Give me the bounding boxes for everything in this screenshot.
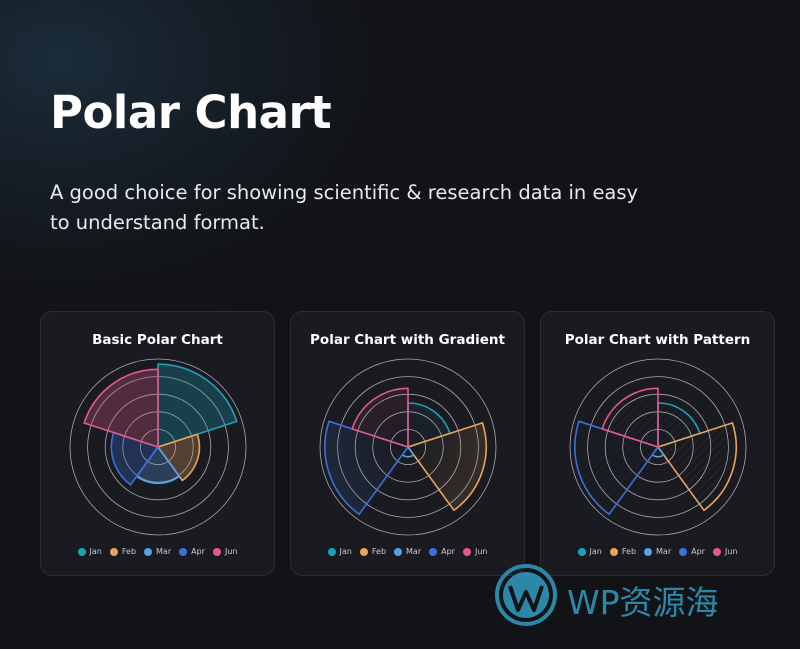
legend-label: Mar xyxy=(156,547,172,556)
legend-item-mar[interactable]: Mar xyxy=(394,547,421,556)
legend-label: Feb xyxy=(371,547,387,556)
chart-card-basic: Basic Polar Chart Jan Feb Mar Apr Jun xyxy=(40,311,275,576)
legend-item-mar[interactable]: Mar xyxy=(144,547,171,556)
polar-sector-mar[interactable] xyxy=(135,445,181,485)
grid-ring xyxy=(319,358,497,536)
chart-card-gradient: Polar Chart with Gradient Jan Feb Mar Apr Ju… xyxy=(290,311,525,576)
page-title: Polar Chart xyxy=(50,86,332,139)
legend-item-jun[interactable]: Jun xyxy=(712,547,738,556)
legend-marker xyxy=(179,547,188,556)
legend-item-mar[interactable]: Mar xyxy=(644,547,671,556)
legend-label: Jan xyxy=(89,547,102,556)
legend-label: Apr xyxy=(191,547,205,556)
legend-marker xyxy=(679,547,688,556)
chart-card-pattern: Polar Chart with Pattern Jan Feb Mar Apr Jun xyxy=(540,311,775,576)
page-subtitle: A good choice for showing scientific & r… xyxy=(50,181,639,234)
polar-chart-gradient xyxy=(319,358,497,536)
legend-label: Mar xyxy=(656,547,672,556)
legend-marker xyxy=(144,547,153,556)
chart-title: Basic Polar Chart xyxy=(92,332,223,348)
legend-marker xyxy=(577,547,586,556)
grid-ring xyxy=(69,358,247,536)
legend-item-jun[interactable]: Jun xyxy=(212,547,238,556)
polar-chart-basic xyxy=(69,358,247,536)
legend-item-jan[interactable]: Jan xyxy=(77,547,102,556)
legend-marker xyxy=(644,547,653,556)
chart-title: Polar Chart with Gradient xyxy=(310,332,505,348)
polar-chart-pattern xyxy=(569,358,747,536)
legend-marker xyxy=(327,547,336,556)
chart-legend: Jan Feb Mar Apr Jun xyxy=(41,547,274,556)
legend-item-jan[interactable]: Jan xyxy=(577,547,602,556)
legend-label: Jun xyxy=(724,547,738,556)
legend-marker xyxy=(109,547,118,556)
legend-marker xyxy=(394,547,403,556)
legend-marker xyxy=(359,547,368,556)
legend-label: Jan xyxy=(339,547,352,556)
legend-item-apr[interactable]: Apr xyxy=(429,547,455,556)
legend-marker xyxy=(712,547,721,556)
legend-label: Jun xyxy=(474,547,488,556)
legend-item-apr[interactable]: Apr xyxy=(679,547,705,556)
watermark-text: WP资源海 xyxy=(567,583,719,622)
polar-sector-jun[interactable] xyxy=(351,387,409,449)
chart-legend: Jan Feb Mar Apr Jun xyxy=(291,547,524,556)
chart-legend: Jan Feb Mar Apr Jun xyxy=(541,547,774,556)
polar-sector-feb[interactable] xyxy=(406,421,487,512)
legend-marker xyxy=(77,547,86,556)
polar-sector-feb[interactable] xyxy=(656,421,737,512)
legend-label: Jan xyxy=(589,547,602,556)
wordpress-logo-icon xyxy=(495,564,557,626)
legend-label: Jun xyxy=(224,547,238,556)
polar-sector-jan[interactable] xyxy=(157,363,238,449)
legend-item-feb[interactable]: Feb xyxy=(609,547,637,556)
legend-label: Mar xyxy=(406,547,422,556)
polar-sector-apr[interactable] xyxy=(324,420,410,516)
legend-item-feb[interactable]: Feb xyxy=(359,547,387,556)
legend-label: Feb xyxy=(121,547,137,556)
grid-ring xyxy=(569,358,747,536)
legend-item-jan[interactable]: Jan xyxy=(327,547,352,556)
legend-item-jun[interactable]: Jun xyxy=(462,547,488,556)
legend-item-feb[interactable]: Feb xyxy=(109,547,137,556)
legend-label: Feb xyxy=(621,547,637,556)
legend-label: Apr xyxy=(691,547,705,556)
polar-sector-apr[interactable] xyxy=(574,420,660,516)
legend-marker xyxy=(429,547,438,556)
legend-item-apr[interactable]: Apr xyxy=(179,547,205,556)
legend-label: Apr xyxy=(441,547,455,556)
polar-sector-apr[interactable] xyxy=(110,431,160,486)
chart-title: Polar Chart with Pattern xyxy=(564,332,751,348)
watermark: WP资源海 xyxy=(495,562,795,632)
polar-sector-jun[interactable] xyxy=(601,387,659,449)
legend-marker xyxy=(609,547,618,556)
polar-sector-jun[interactable] xyxy=(83,368,159,449)
legend-marker xyxy=(462,547,471,556)
legend-marker xyxy=(212,547,221,556)
polar-sector-feb[interactable] xyxy=(156,433,201,482)
